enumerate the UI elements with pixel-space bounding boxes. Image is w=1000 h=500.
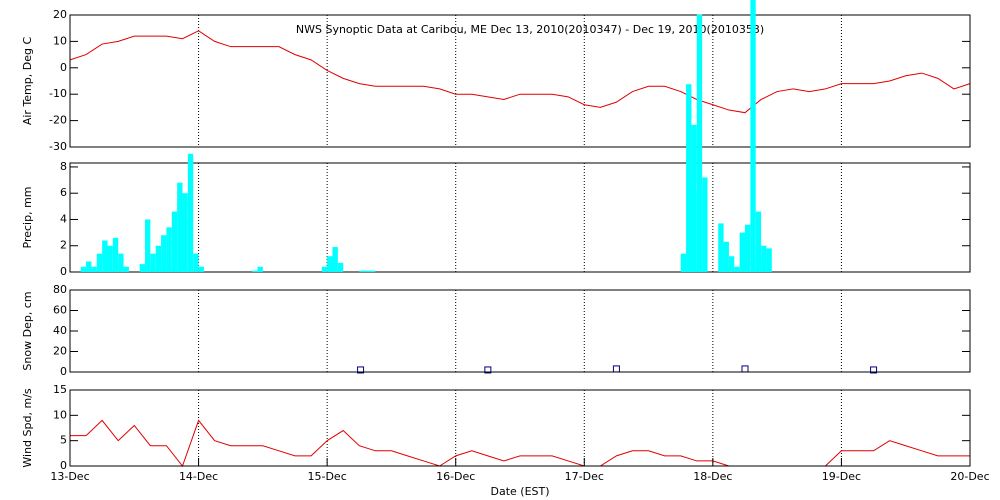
bar — [118, 253, 124, 272]
bar — [177, 182, 183, 272]
chart-title: NWS Synoptic Data at Caribou, ME Dec 13,… — [296, 23, 764, 36]
bar — [680, 253, 687, 272]
plot-frame — [69, 14, 971, 148]
y-tick-label: 0 — [60, 61, 67, 74]
bar — [193, 253, 199, 272]
plot-frame — [69, 289, 971, 373]
y-tick-label: 5 — [60, 434, 67, 447]
y-tick-label: 20 — [53, 345, 67, 358]
x-tick-label: 13-Dec — [50, 470, 89, 483]
bar — [144, 219, 151, 272]
bar — [161, 235, 167, 272]
x-tick-label: 16-Dec — [436, 470, 475, 483]
bar — [187, 153, 194, 272]
x-tick-label: 18-Dec — [693, 470, 732, 483]
bar — [332, 247, 338, 272]
bar — [327, 256, 333, 272]
bar — [123, 266, 129, 272]
bar — [359, 270, 365, 272]
y-tick-label: 8 — [60, 160, 67, 173]
x-tick-label: 15-Dec — [308, 470, 347, 483]
y-tick-label: 40 — [53, 324, 67, 337]
bar — [102, 240, 108, 272]
y-axis-label: Precip, mm — [21, 187, 34, 249]
bar — [150, 253, 156, 272]
y-tick-label: -20 — [49, 114, 67, 127]
bar — [739, 232, 745, 272]
bar — [696, 14, 703, 272]
bar — [766, 248, 772, 272]
bar — [252, 270, 258, 272]
plot-frame — [69, 389, 971, 467]
bar — [80, 266, 87, 272]
point — [612, 365, 620, 373]
y-tick-label: 0 — [60, 459, 67, 472]
x-tick-label: 19-Dec — [822, 470, 861, 483]
bar — [723, 241, 729, 272]
bar — [761, 245, 767, 272]
bar — [337, 262, 344, 272]
y-tick-label: 10 — [53, 408, 67, 421]
data-line — [69, 30, 971, 114]
point — [870, 366, 878, 374]
bar — [107, 245, 113, 272]
bar — [745, 224, 751, 272]
bar — [257, 266, 263, 272]
bar — [139, 264, 146, 272]
point — [741, 365, 749, 373]
y-tick-label: 80 — [53, 283, 67, 296]
x-tick-label: 14-Dec — [179, 470, 218, 483]
bar — [86, 261, 92, 272]
bar — [155, 245, 162, 272]
bar — [182, 193, 188, 272]
y-tick-label: 60 — [53, 304, 67, 317]
bar — [734, 266, 740, 272]
y-axis-label: Wind Spd, m/s — [21, 388, 34, 468]
y-tick-label: -10 — [49, 87, 67, 100]
data-line — [70, 419, 970, 468]
bar — [750, 0, 756, 272]
bar — [728, 256, 735, 272]
y-tick-label: 15 — [53, 383, 67, 396]
y-tick-label: 2 — [60, 239, 67, 252]
point — [484, 366, 492, 374]
bar — [364, 270, 371, 272]
y-tick-label: 0 — [60, 365, 67, 378]
y-tick-label: 4 — [60, 212, 67, 225]
y-axis-label: Air Temp, Deg C — [21, 37, 34, 126]
bar — [321, 266, 328, 272]
bar — [686, 84, 692, 272]
point — [357, 366, 365, 374]
bar — [198, 266, 204, 272]
y-tick-label: -30 — [49, 140, 67, 153]
bar — [171, 211, 178, 272]
bar — [166, 227, 172, 272]
y-tick-label: 0 — [60, 265, 67, 278]
y-tick-label: 10 — [53, 34, 67, 47]
x-tick-label: 17-Dec — [565, 470, 604, 483]
y-tick-label: 20 — [53, 8, 67, 21]
bar — [112, 237, 119, 272]
bar — [691, 124, 697, 272]
x-tick-label: 20-Dec — [950, 470, 989, 483]
bar — [91, 266, 97, 272]
y-axis-label: Snow Dep, cm — [21, 291, 34, 370]
bar — [369, 270, 376, 272]
bar — [718, 223, 724, 272]
x-axis-label: Date (EST) — [490, 485, 549, 498]
y-tick-label: 6 — [60, 186, 67, 199]
bar — [96, 253, 103, 272]
bar — [755, 211, 762, 272]
plot-frame — [69, 162, 971, 273]
bar — [702, 177, 708, 272]
